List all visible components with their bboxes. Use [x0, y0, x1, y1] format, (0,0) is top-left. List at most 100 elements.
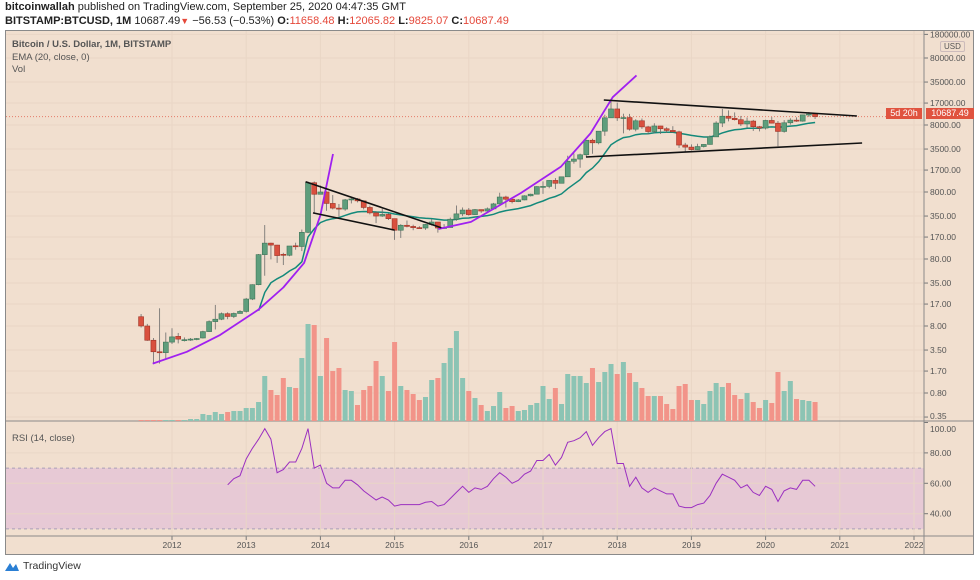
rsi-legend[interactable]: RSI (14, close)	[12, 433, 75, 444]
candle[interactable]	[496, 196, 503, 205]
candle[interactable]	[379, 214, 386, 217]
candle[interactable]	[602, 117, 608, 132]
candle[interactable]	[367, 207, 373, 214]
candle[interactable]	[274, 244, 280, 256]
candle[interactable]	[527, 193, 534, 197]
ema-line[interactable]	[257, 121, 816, 311]
candle[interactable]	[478, 209, 484, 212]
candle[interactable]	[589, 139, 596, 144]
candle[interactable]	[688, 146, 695, 150]
candle[interactable]	[700, 144, 707, 147]
candle[interactable]	[632, 120, 639, 130]
trendline-drawing[interactable]	[312, 212, 395, 231]
candle[interactable]	[806, 113, 812, 116]
candle[interactable]	[169, 336, 175, 343]
candle[interactable]	[651, 125, 658, 132]
ema-legend[interactable]: EMA (20, close, 0)	[12, 52, 90, 63]
candle[interactable]	[416, 227, 423, 229]
candle[interactable]	[231, 313, 237, 317]
candle[interactable]	[286, 245, 293, 256]
candle[interactable]	[750, 120, 757, 128]
trendline-drawing[interactable]	[585, 142, 863, 158]
candle[interactable]	[645, 126, 651, 132]
candle[interactable]	[744, 120, 750, 125]
candle[interactable]	[571, 158, 577, 162]
candle[interactable]	[243, 298, 249, 312]
rsi-line[interactable]	[227, 427, 816, 509]
parabolic-curve-drawing[interactable]	[438, 74, 638, 230]
candle[interactable]	[657, 125, 664, 130]
candle[interactable]	[552, 180, 559, 184]
volume-legend[interactable]: Vol	[12, 64, 26, 75]
candle[interactable]	[342, 199, 348, 210]
candle[interactable]	[639, 120, 645, 128]
candle[interactable]	[595, 130, 602, 144]
candle[interactable]	[707, 136, 713, 145]
candle[interactable]	[212, 318, 219, 322]
candle[interactable]	[472, 209, 478, 215]
candle[interactable]	[348, 198, 355, 201]
candle[interactable]	[329, 203, 336, 209]
candle[interactable]	[163, 341, 169, 353]
candle[interactable]	[738, 119, 744, 125]
candle[interactable]	[200, 331, 206, 339]
candle[interactable]	[280, 254, 287, 256]
candle[interactable]	[676, 131, 682, 146]
trendline-drawing[interactable]	[603, 99, 857, 117]
candle[interactable]	[391, 218, 398, 231]
candle[interactable]	[255, 254, 262, 285]
candle[interactable]	[385, 214, 392, 219]
candle[interactable]	[775, 122, 781, 132]
candle[interactable]	[558, 176, 565, 184]
currency-label[interactable]: USD	[940, 41, 965, 52]
candle[interactable]	[447, 218, 454, 228]
candle[interactable]	[404, 224, 410, 227]
candle[interactable]	[731, 117, 738, 121]
candle[interactable]	[614, 108, 621, 119]
candle[interactable]	[410, 226, 416, 228]
candle[interactable]	[719, 115, 726, 124]
candle[interactable]	[156, 351, 163, 354]
candle[interactable]	[762, 120, 769, 129]
candle[interactable]	[237, 311, 243, 314]
candle[interactable]	[546, 180, 552, 187]
chart-frame[interactable]	[5, 30, 974, 555]
candle[interactable]	[299, 232, 305, 247]
candle[interactable]	[620, 117, 627, 119]
candle[interactable]	[218, 313, 225, 320]
candle[interactable]	[663, 128, 670, 131]
candle[interactable]	[608, 108, 614, 119]
candle[interactable]	[193, 338, 200, 340]
candle[interactable]	[373, 212, 379, 217]
candle[interactable]	[694, 146, 701, 150]
candle[interactable]	[534, 186, 540, 195]
candle[interactable]	[249, 284, 256, 300]
candle[interactable]	[138, 316, 144, 327]
trendline-drawing[interactable]	[305, 180, 442, 229]
candle[interactable]	[311, 182, 318, 195]
author-link[interactable]: bitcoinwallah	[5, 1, 75, 13]
candle[interactable]	[583, 139, 590, 156]
candle[interactable]	[540, 186, 546, 188]
candle[interactable]	[521, 195, 528, 201]
parabolic-curve-drawing[interactable]	[152, 153, 334, 365]
candle[interactable]	[336, 207, 342, 210]
candle[interactable]	[150, 339, 157, 353]
candle[interactable]	[799, 114, 806, 122]
candle[interactable]	[626, 117, 633, 130]
candle[interactable]	[292, 245, 299, 248]
candle[interactable]	[317, 191, 324, 195]
candle[interactable]	[577, 154, 583, 160]
candle[interactable]	[515, 199, 522, 203]
candle[interactable]	[268, 242, 274, 246]
candle[interactable]	[768, 120, 775, 124]
candle[interactable]	[453, 213, 460, 220]
candle[interactable]	[787, 119, 794, 124]
candle[interactable]	[781, 122, 787, 132]
candle[interactable]	[206, 321, 212, 332]
candle[interactable]	[224, 313, 231, 317]
candle[interactable]	[725, 115, 732, 119]
candle[interactable]	[682, 144, 689, 148]
candle[interactable]	[793, 119, 800, 122]
